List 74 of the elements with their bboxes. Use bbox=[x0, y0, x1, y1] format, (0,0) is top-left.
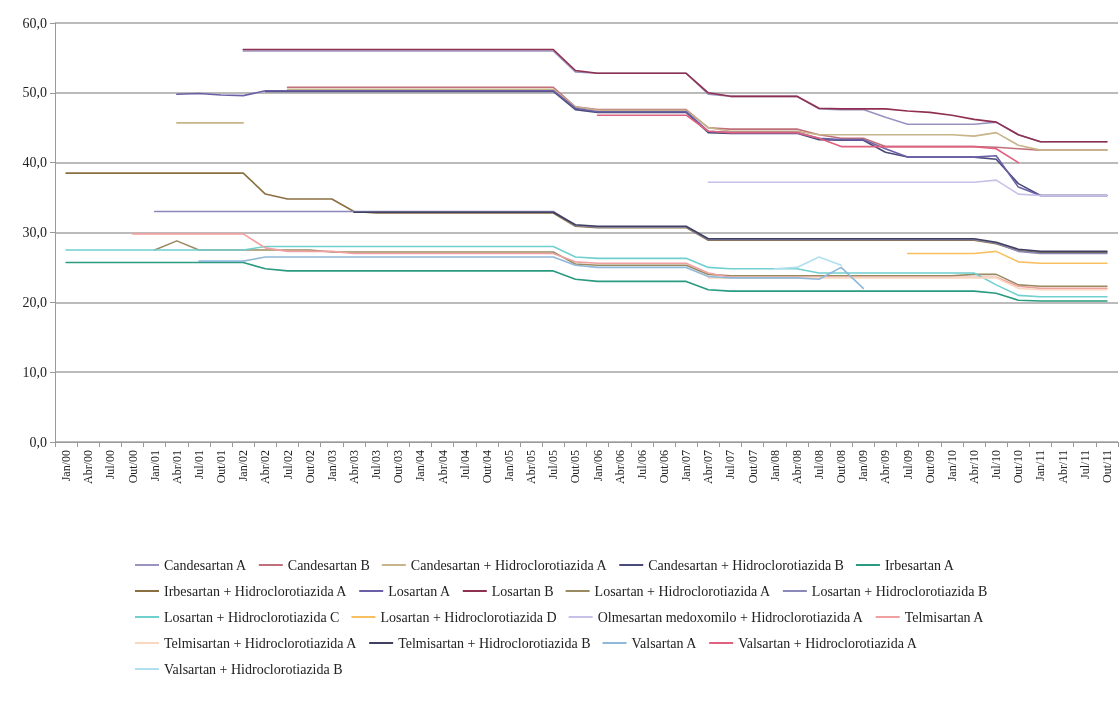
legend-label: Telmisartan A bbox=[904, 609, 985, 625]
x-tick-label: Jul/09 bbox=[900, 450, 915, 480]
x-tick-label: Jul/01 bbox=[191, 450, 206, 480]
legend-label: Valsartan + Hidroclorotiazida B bbox=[164, 661, 343, 677]
x-tick-label: Jan/05 bbox=[501, 450, 516, 482]
x-tick-label: Out/04 bbox=[479, 450, 494, 484]
x-tick-label: Abr/10 bbox=[967, 450, 982, 484]
legend-label: Candesartan B bbox=[287, 557, 370, 573]
x-tick-label: Jan/10 bbox=[944, 450, 959, 482]
x-tick-label: Out/00 bbox=[125, 450, 140, 484]
x-tick-label: Abr/02 bbox=[258, 450, 273, 484]
legend-label: Losartan A bbox=[388, 583, 451, 599]
x-tick-label: Out/01 bbox=[214, 450, 229, 484]
x-tick-label: Abr/01 bbox=[169, 450, 184, 484]
x-tick-label: Out/11 bbox=[1099, 450, 1114, 483]
y-tick-label: 30,0 bbox=[22, 225, 47, 240]
legend-label: Candesartan A bbox=[164, 557, 247, 573]
legend-label: Losartan + Hidroclorotiazida C bbox=[164, 609, 340, 625]
x-tick-label: Jul/08 bbox=[812, 450, 827, 480]
x-tick-label: Abr/00 bbox=[81, 450, 96, 484]
y-tick-label: 0,0 bbox=[29, 434, 47, 450]
y-tick-label: 20,0 bbox=[22, 294, 47, 310]
x-tick-label: Jul/07 bbox=[723, 450, 738, 480]
x-tick-label: Abr/04 bbox=[435, 450, 450, 484]
legend-label: Telmisartan + Hidroclorotiazida B bbox=[398, 635, 591, 651]
x-tick-label: Out/05 bbox=[568, 450, 583, 484]
y-tick-label: 60,0 bbox=[22, 15, 47, 31]
x-tick-label: Out/08 bbox=[834, 450, 849, 484]
y-tick-label: 50,0 bbox=[22, 85, 47, 101]
x-tick-label: Jan/06 bbox=[590, 450, 605, 482]
x-tick-label: Abr/05 bbox=[524, 450, 539, 484]
x-tick-label: Jul/06 bbox=[634, 450, 649, 480]
legend-label: Candesartan + Hidroclorotiazida B bbox=[648, 557, 844, 573]
y-tick-label: 10,0 bbox=[22, 364, 47, 380]
x-tick-label: Out/02 bbox=[302, 450, 317, 484]
x-tick-label: Jan/11 bbox=[1033, 450, 1048, 481]
x-tick-label: Jan/07 bbox=[679, 450, 694, 482]
x-tick-label: Jan/02 bbox=[236, 450, 251, 482]
legend-label: Telmisartan + Hidroclorotiazida A bbox=[164, 635, 358, 651]
x-tick-label: Out/06 bbox=[657, 450, 672, 484]
legend-label: Losartan + Hidroclorotiazida A bbox=[594, 583, 771, 599]
x-tick-label: Abr/06 bbox=[612, 450, 627, 484]
x-tick-label: Abr/11 bbox=[1055, 450, 1070, 484]
legend-label: Irbesartan + Hidroclorotiazida A bbox=[164, 583, 348, 599]
legend-label: Valsartan A bbox=[631, 635, 698, 651]
x-tick-label: Jul/00 bbox=[103, 450, 118, 480]
x-tick-label: Jul/04 bbox=[457, 450, 472, 480]
x-tick-label: Out/09 bbox=[922, 450, 937, 484]
y-tick-label: 40,0 bbox=[22, 155, 47, 171]
x-tick-label: Abr/07 bbox=[701, 450, 716, 484]
x-tick-label: Jul/03 bbox=[369, 450, 384, 480]
x-tick-label: Jan/00 bbox=[59, 450, 74, 482]
legend-label: Losartan B bbox=[491, 583, 554, 599]
x-tick-label: Abr/08 bbox=[789, 450, 804, 484]
x-tick-label: Jul/10 bbox=[989, 450, 1004, 480]
x-tick-label: Jul/05 bbox=[546, 450, 561, 480]
x-tick-label: Out/03 bbox=[391, 450, 406, 484]
x-tick-label: Jul/11 bbox=[1077, 450, 1092, 479]
x-tick-label: Out/07 bbox=[745, 450, 760, 484]
legend-label: Candesartan + Hidroclorotiazida A bbox=[410, 557, 608, 573]
legend-label: Olmesartan medoxomilo + Hidroclorotiazida A bbox=[597, 609, 864, 625]
x-tick-label: Abr/09 bbox=[878, 450, 893, 484]
x-tick-label: Jul/02 bbox=[280, 450, 295, 480]
legend-label: Losartan + Hidroclorotiazida D bbox=[380, 609, 557, 625]
x-tick-label: Jan/08 bbox=[767, 450, 782, 482]
x-tick-label: Jan/09 bbox=[856, 450, 871, 482]
x-tick-label: Out/10 bbox=[1011, 450, 1026, 484]
x-tick-label: Jan/03 bbox=[324, 450, 339, 482]
legend-label: Valsartan + Hidroclorotiazida A bbox=[738, 635, 918, 651]
legend-label: Irbesartan A bbox=[884, 557, 955, 573]
x-tick-label: Jan/04 bbox=[413, 450, 428, 482]
x-tick-label: Jan/01 bbox=[147, 450, 162, 482]
legend-label: Losartan + Hidroclorotiazida B bbox=[811, 583, 988, 599]
x-tick-label: Abr/03 bbox=[346, 450, 361, 484]
